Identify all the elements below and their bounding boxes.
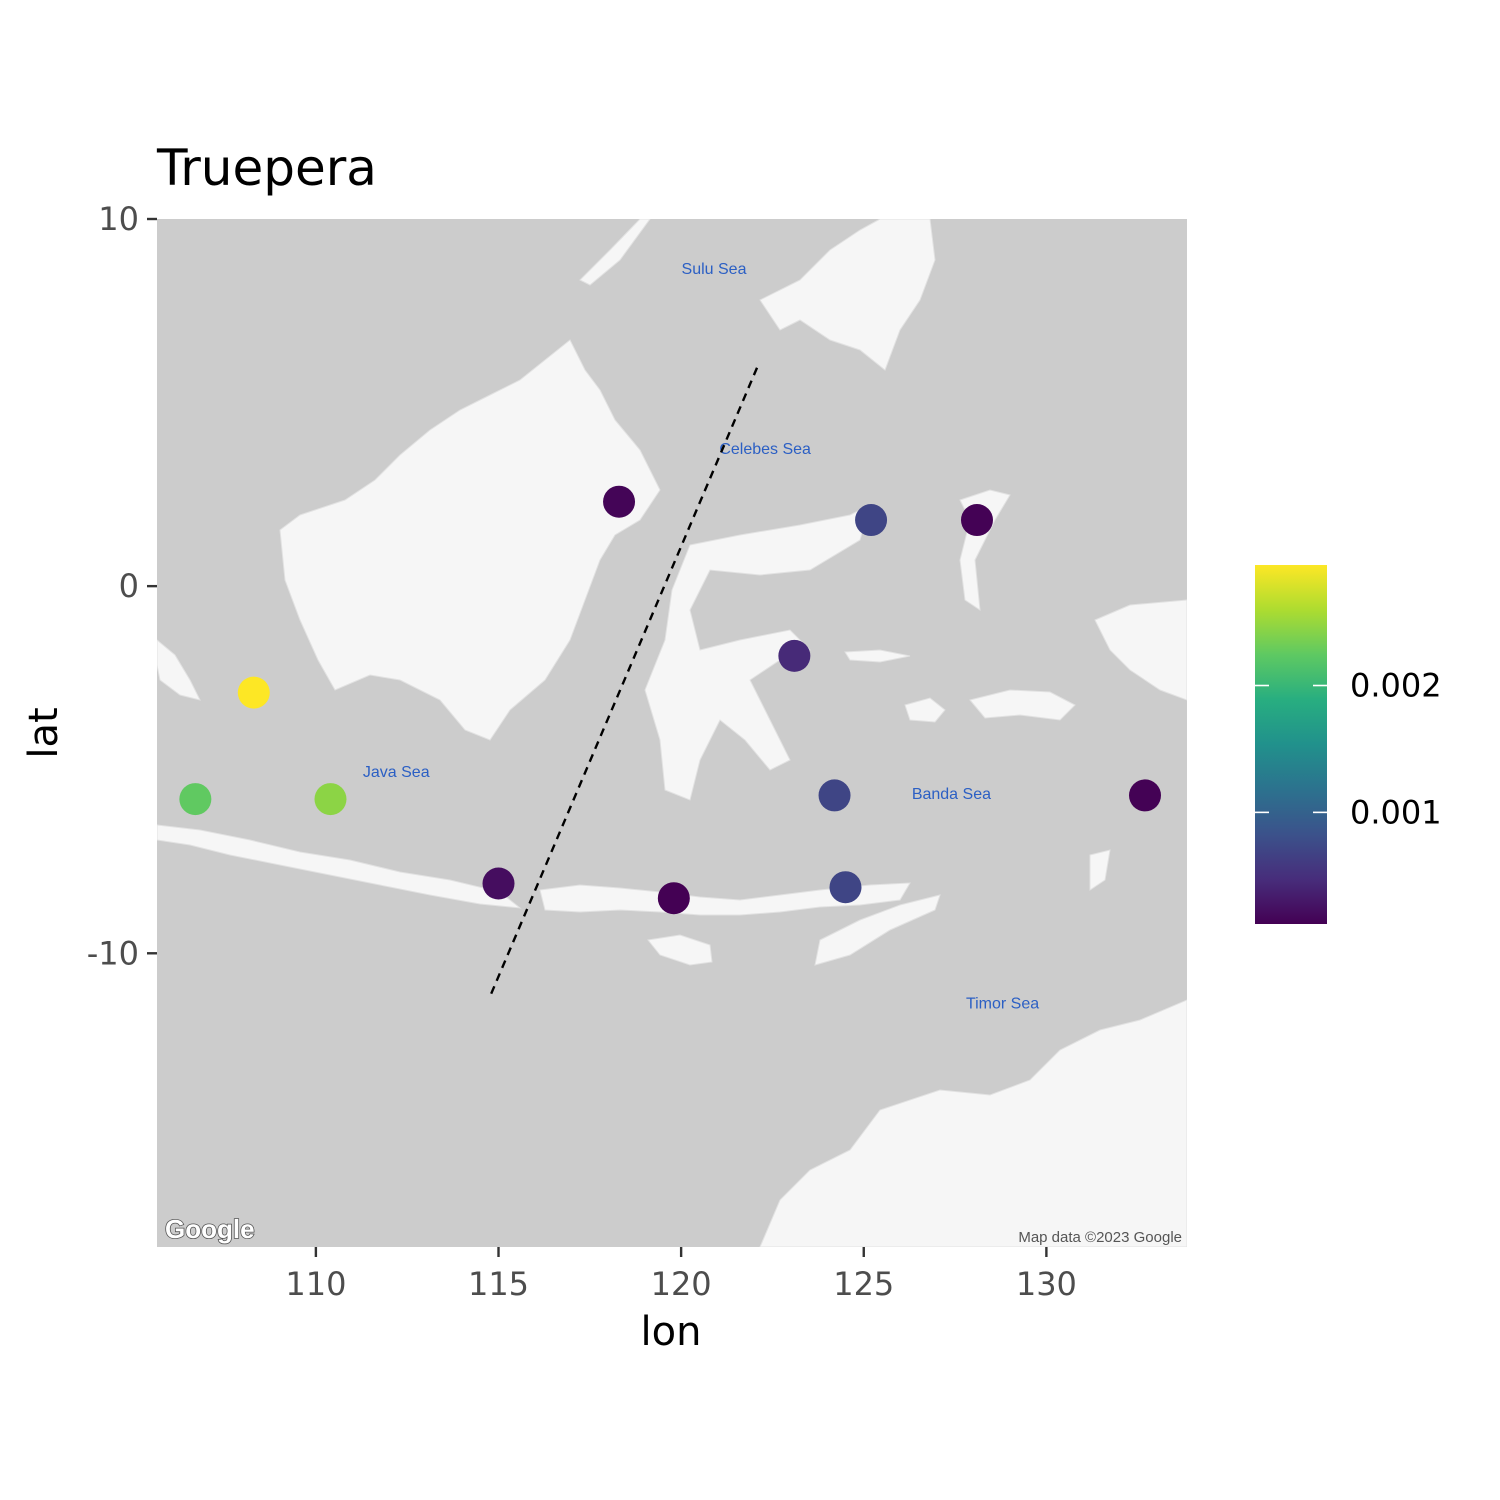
land-palawan xyxy=(579,219,651,286)
y-axis: 10 0 -10 xyxy=(87,200,157,972)
land-borneo xyxy=(279,339,661,741)
data-point xyxy=(829,871,862,904)
data-point xyxy=(818,779,851,812)
x-axis-title: lon xyxy=(641,1309,702,1355)
land-new-guinea xyxy=(1094,599,1187,701)
x-tick-label: 120 xyxy=(651,1265,712,1303)
land-seram xyxy=(969,689,1076,721)
data-point xyxy=(657,882,690,915)
data-point xyxy=(482,867,515,900)
land-philippines xyxy=(759,219,936,371)
sea-label: Java Sea xyxy=(363,764,430,781)
data-point xyxy=(179,783,212,816)
y-tick-label: 10 xyxy=(98,200,139,238)
x-tick-label: 125 xyxy=(833,1265,894,1303)
data-points xyxy=(179,485,1161,915)
land-sumatra-tip xyxy=(157,639,201,701)
data-point xyxy=(778,639,811,672)
chart-title: Truepera xyxy=(156,139,377,197)
data-point xyxy=(314,783,347,816)
sea-label: Banda Sea xyxy=(912,786,991,803)
land-banggai xyxy=(844,649,911,663)
sea-labels: Sulu Sea Celebes Sea Java Sea Banda Sea Timo… xyxy=(363,261,1039,1012)
colorbar-legend: 0.001 0.002 xyxy=(1255,565,1442,924)
land-australia xyxy=(759,999,1187,1247)
data-point xyxy=(960,504,993,537)
data-point xyxy=(603,485,636,518)
google-logo: Google xyxy=(165,1214,255,1244)
x-tick-label: 115 xyxy=(468,1265,529,1303)
dashed-divide-line xyxy=(490,365,759,995)
map-attribution: Map data ©2023 Google xyxy=(1018,1229,1182,1246)
x-tick-label: 130 xyxy=(1016,1265,1077,1303)
sea-label: Sulu Sea xyxy=(682,261,747,278)
colorbar-label: 0.001 xyxy=(1350,793,1442,831)
sea-label: Celebes Sea xyxy=(719,441,811,458)
land-java xyxy=(157,824,522,909)
data-point xyxy=(237,676,270,709)
data-point xyxy=(855,504,888,537)
x-axis: 110 115 120 125 130 xyxy=(285,1247,1077,1303)
land-buru xyxy=(904,697,946,723)
x-tick-label: 110 xyxy=(285,1265,346,1303)
land-timor xyxy=(814,894,941,966)
y-tick-label: -10 xyxy=(87,934,139,972)
land-aru xyxy=(1089,849,1111,891)
basemap: Sulu Sea Celebes Sea Java Sea Banda Sea Timo… xyxy=(157,219,1187,1247)
sea-label: Timor Sea xyxy=(966,995,1039,1012)
y-axis-title: lat xyxy=(21,707,67,758)
land-sumba xyxy=(647,934,713,966)
colorbar-label: 0.002 xyxy=(1350,667,1442,705)
y-tick-label: 0 xyxy=(119,567,139,605)
data-point xyxy=(1128,779,1161,812)
colorbar xyxy=(1255,565,1327,924)
